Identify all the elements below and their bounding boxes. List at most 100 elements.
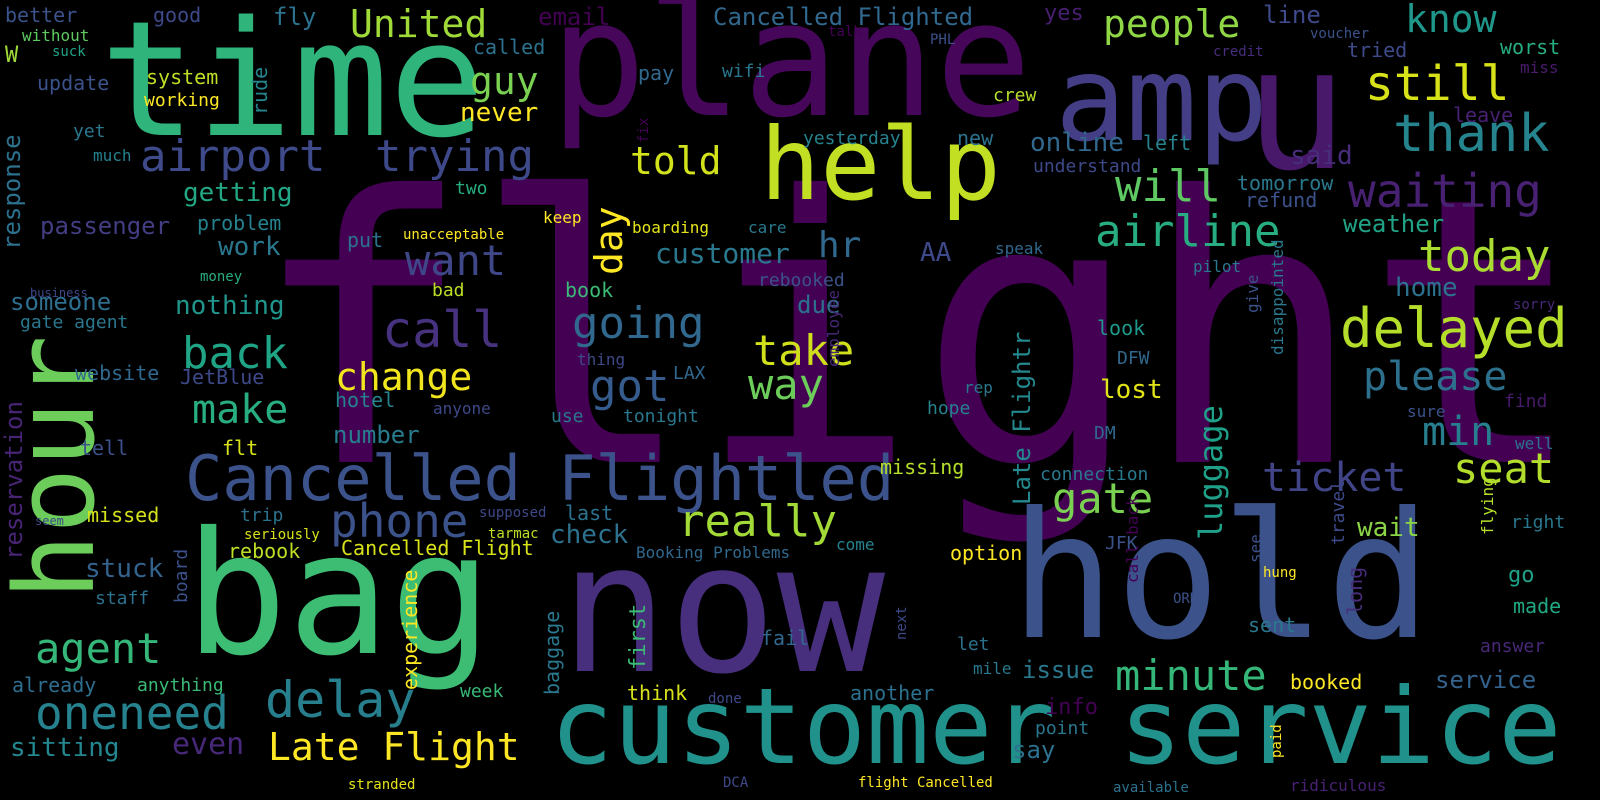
word-called: called [473, 35, 546, 59]
word-connection: connection [1040, 464, 1149, 485]
word-much: much [93, 146, 132, 165]
word-lost: lost [1100, 375, 1163, 405]
word-new: new [957, 126, 994, 150]
word-suck: suck [52, 44, 86, 60]
word-never: never [460, 98, 539, 128]
word-available: available [1113, 780, 1189, 796]
word-go: go [1508, 563, 1535, 588]
word-good: good [153, 3, 202, 27]
word-people: people [1103, 2, 1241, 46]
word-jetblue: JetBlue [180, 365, 265, 389]
word-email: email [538, 3, 611, 31]
word-money: money [200, 269, 243, 285]
word-now: now [560, 505, 886, 714]
word-late-flight: Late Flight [268, 725, 520, 769]
word-take: take [753, 326, 855, 375]
word-wait: wait [1357, 513, 1420, 543]
word-yes: yes [1044, 1, 1084, 26]
word-disappointed: disappointed [1268, 239, 1287, 355]
word-delay: delay [265, 671, 416, 729]
word-tarmac: tarmac [488, 526, 539, 542]
word-change: change [335, 355, 473, 399]
word-back: back [182, 328, 288, 379]
word-getting: getting [183, 178, 293, 208]
word-response: response [0, 134, 26, 250]
word-problem: problem [197, 211, 282, 235]
word-baggage: baggage [540, 610, 564, 695]
word-tomorrow: tomorrow [1237, 171, 1334, 195]
word-look: look [1097, 316, 1146, 340]
word-got: got [590, 361, 670, 412]
word-want: want [405, 236, 507, 285]
word-stuck: stuck [85, 554, 164, 584]
word-late-flightr: Late Flightr [1008, 331, 1036, 505]
word-give: give [1243, 274, 1262, 313]
word-due: due [797, 291, 841, 319]
word-seem: seem [35, 514, 64, 528]
word-phl: PHL [930, 32, 956, 48]
word-working: working [144, 90, 220, 111]
word-customer: customer [655, 237, 790, 270]
word-website: website [75, 361, 160, 385]
word-first: first [626, 603, 651, 670]
word-hotel: hotel [335, 388, 396, 412]
word-will: will [1115, 161, 1221, 212]
word-online: online [1030, 128, 1124, 158]
word-thing: thing [577, 350, 626, 369]
word-supposed: supposed [479, 505, 547, 521]
word-two: two [455, 178, 488, 199]
word-waiting: waiting [1348, 164, 1542, 218]
word-voucher: voucher [1310, 26, 1370, 42]
word-call-back: call back [1123, 496, 1142, 583]
word-employee: employee [824, 289, 843, 367]
word-line: line [1263, 1, 1321, 29]
word-even: even [172, 727, 245, 762]
word-done: done [708, 691, 742, 707]
word-fail: fail [761, 626, 810, 650]
word-sure: sure [1407, 402, 1446, 421]
word-time: time [100, 0, 486, 173]
word-lax: LAX [673, 363, 706, 384]
word-airline: airline [1095, 206, 1281, 257]
word-credit: credit [1213, 44, 1264, 60]
word-passenger: passenger [40, 212, 171, 240]
word-already: already [12, 673, 97, 697]
word-worst: worst [1500, 35, 1561, 59]
word-jfk: JFK [1105, 533, 1138, 554]
word-sent: sent [1248, 613, 1297, 637]
word-board: board [171, 548, 192, 603]
word-plane: plane [550, 0, 1032, 153]
word-sorry: sorry [1513, 297, 1556, 313]
word-come: come [836, 535, 875, 554]
word-trip: trip [240, 505, 284, 526]
word-today: today [1418, 231, 1551, 282]
word-better: better [5, 3, 78, 27]
word-tonight: tonight [623, 406, 699, 427]
word-guy: guy [470, 59, 539, 103]
word-day: day [587, 206, 631, 275]
word-min: min [1422, 409, 1495, 455]
word-ridiculous: ridiculous [1290, 776, 1387, 795]
word-know: know [1405, 0, 1497, 41]
word-rude: rude [248, 66, 272, 115]
word-agent: agent [35, 624, 162, 673]
word-hold: hold [1010, 476, 1432, 679]
word-way: way [748, 360, 824, 409]
word-sitting: sitting [10, 733, 120, 763]
word-dfw: DFW [1117, 348, 1150, 369]
word-mile: mile [973, 659, 1012, 678]
word-well: well [1515, 434, 1554, 453]
word-booked: booked [1290, 670, 1363, 694]
word-someone: someone [10, 288, 112, 316]
word-update: update [37, 71, 110, 95]
word-think: think [627, 681, 688, 705]
word-business: business [30, 286, 88, 300]
word-leave: leave [1453, 103, 1514, 127]
word-rep: rep [964, 378, 993, 397]
word-put: put [347, 228, 384, 252]
word-dm: DM [1094, 423, 1116, 444]
word-seat: seat [1453, 444, 1555, 493]
word-hung: hung [1263, 565, 1297, 581]
word-call: call [382, 301, 503, 359]
